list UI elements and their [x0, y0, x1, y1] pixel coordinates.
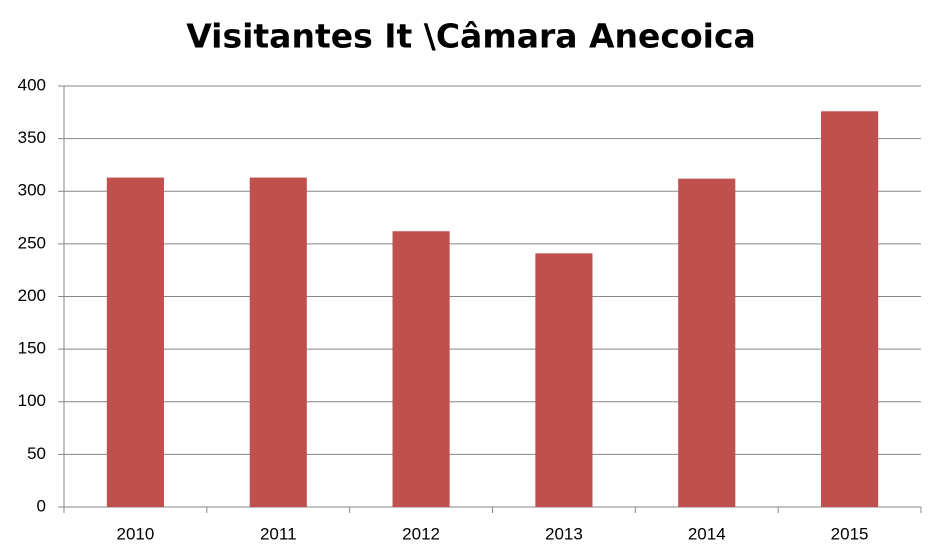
- x-tick-label: 2011: [260, 524, 297, 543]
- bar: [106, 177, 164, 507]
- chart-title: Visitantes It \Câmara Anecoica: [186, 17, 756, 56]
- bar: [535, 253, 593, 507]
- bar: [249, 177, 307, 507]
- y-tick-label: 400: [18, 75, 46, 94]
- bar: [392, 231, 450, 507]
- bar: [821, 111, 879, 507]
- x-tick-label: 2015: [831, 524, 869, 543]
- y-tick-label: 200: [18, 286, 46, 305]
- y-tick-label: 50: [27, 444, 46, 463]
- y-tick-label: 0: [37, 496, 46, 515]
- y-tick-label: 300: [18, 181, 46, 200]
- y-tick-label: 350: [18, 128, 46, 147]
- x-tick-label: 2012: [402, 524, 440, 543]
- x-tick-label: 2010: [117, 524, 155, 543]
- y-tick-label: 150: [18, 339, 46, 358]
- bar: [678, 178, 736, 507]
- y-tick-label: 250: [18, 233, 46, 252]
- y-tick-label: 100: [18, 391, 46, 410]
- x-tick-label: 2014: [688, 524, 726, 543]
- x-tick-label: 2013: [545, 524, 583, 543]
